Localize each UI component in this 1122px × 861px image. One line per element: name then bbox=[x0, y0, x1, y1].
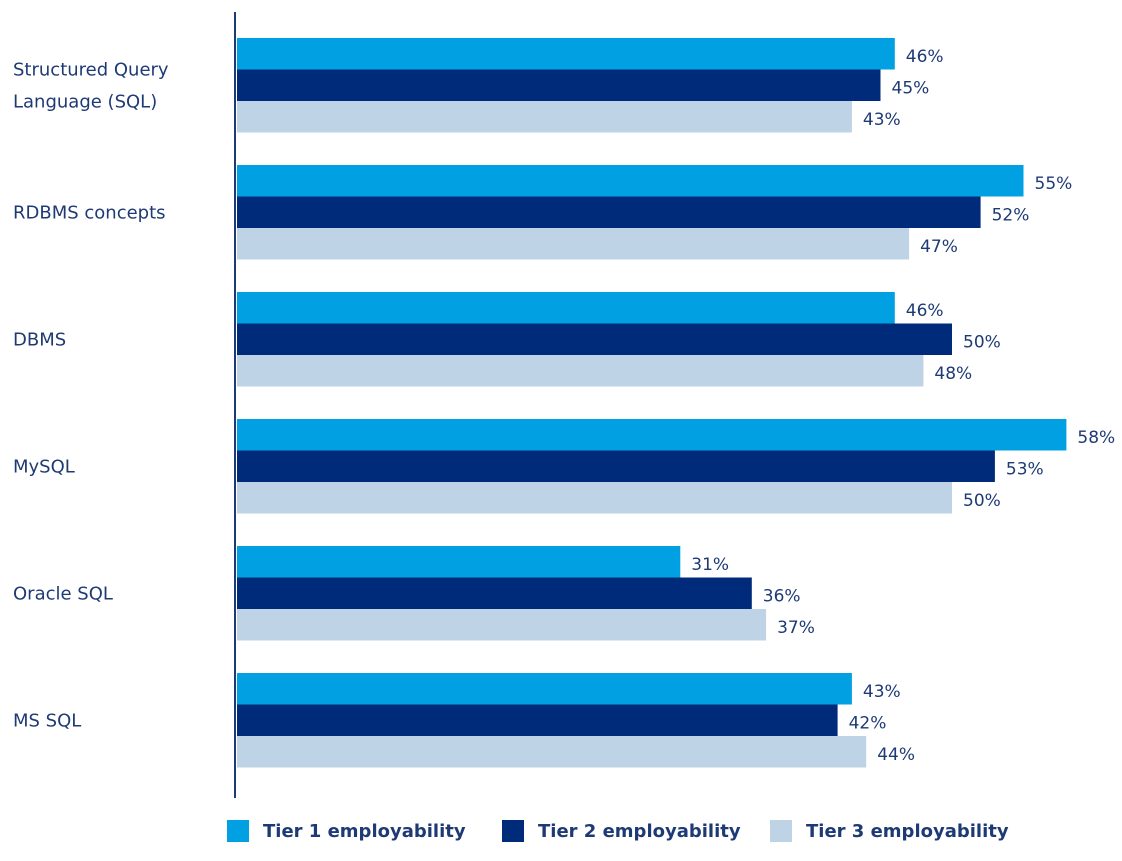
bar-tier-3 bbox=[237, 228, 910, 260]
value-label-tier-3: 47% bbox=[920, 237, 958, 257]
value-label-tier-3: 50% bbox=[963, 491, 1001, 511]
bar-tier-2 bbox=[237, 323, 952, 355]
bar-tier-2 bbox=[237, 704, 838, 736]
value-label-tier-1: 55% bbox=[1035, 174, 1073, 194]
category-label: DBMS bbox=[13, 329, 66, 350]
legend-label-tier-3: Tier 3 employability bbox=[806, 820, 1009, 842]
category-label: RDBMS concepts bbox=[13, 202, 166, 223]
bar-tier-3 bbox=[237, 609, 767, 641]
value-label-tier-1: 46% bbox=[906, 301, 944, 321]
bar-tier-2 bbox=[237, 196, 981, 228]
bar-tier-1 bbox=[237, 673, 852, 705]
value-label-tier-3: 48% bbox=[934, 364, 972, 384]
legend-item-tier-3: Tier 3 employability bbox=[770, 820, 1009, 842]
value-label-tier-3: 44% bbox=[877, 745, 915, 765]
category-label: Structured Query Language (SQL) bbox=[13, 59, 169, 112]
legend-swatch-tier-1 bbox=[227, 820, 249, 842]
legend-item-tier-2: Tier 2 employability bbox=[502, 820, 741, 842]
bar-tier-3 bbox=[237, 355, 924, 387]
bar-tier-3 bbox=[237, 101, 852, 133]
legend-label-tier-1: Tier 1 employability bbox=[263, 820, 466, 842]
category-labels: Structured Query Language (SQL) RDBMS conc… bbox=[13, 59, 169, 731]
value-label-tier-3: 43% bbox=[863, 110, 901, 130]
bar-tier-1 bbox=[237, 165, 1024, 197]
bar-tier-3 bbox=[237, 482, 952, 514]
legend: Tier 1 employability Tier 2 employabilit… bbox=[0, 812, 1122, 852]
value-label-tier-3: 37% bbox=[777, 618, 815, 638]
value-label-tier-2: 52% bbox=[992, 206, 1030, 226]
legend-label-tier-2: Tier 2 employability bbox=[538, 820, 741, 842]
value-label-tier-2: 53% bbox=[1006, 460, 1044, 480]
bars bbox=[237, 38, 1067, 768]
value-label-tier-1: 43% bbox=[863, 682, 901, 702]
legend-swatch-tier-2 bbox=[502, 820, 524, 842]
bar-tier-2 bbox=[237, 450, 995, 482]
value-labels: 46%45%43%55%52%47%46%50%48%58%53%50%31%3… bbox=[691, 47, 1115, 765]
value-label-tier-2: 50% bbox=[963, 333, 1001, 353]
category-label: MS SQL bbox=[13, 710, 81, 731]
value-label-tier-1: 46% bbox=[906, 47, 944, 67]
value-label-tier-2: 45% bbox=[892, 79, 930, 99]
legend-swatch-tier-3 bbox=[770, 820, 792, 842]
bar-tier-2 bbox=[237, 577, 752, 609]
category-label: Oracle SQL bbox=[13, 583, 113, 604]
legend-item-tier-1: Tier 1 employability bbox=[227, 820, 466, 842]
bar-tier-1 bbox=[237, 419, 1067, 451]
value-label-tier-1: 58% bbox=[1077, 428, 1115, 448]
bar-tier-3 bbox=[237, 736, 867, 768]
bar-tier-1 bbox=[237, 546, 681, 578]
bar-tier-2 bbox=[237, 69, 881, 101]
value-label-tier-2: 42% bbox=[849, 714, 887, 734]
value-label-tier-2: 36% bbox=[763, 587, 801, 607]
value-label-tier-1: 31% bbox=[691, 555, 729, 575]
bar-chart: Structured Query Language (SQL) RDBMS conc… bbox=[13, 12, 1115, 798]
bar-tier-1 bbox=[237, 38, 895, 70]
category-label: MySQL bbox=[13, 456, 75, 477]
bar-tier-1 bbox=[237, 292, 895, 324]
